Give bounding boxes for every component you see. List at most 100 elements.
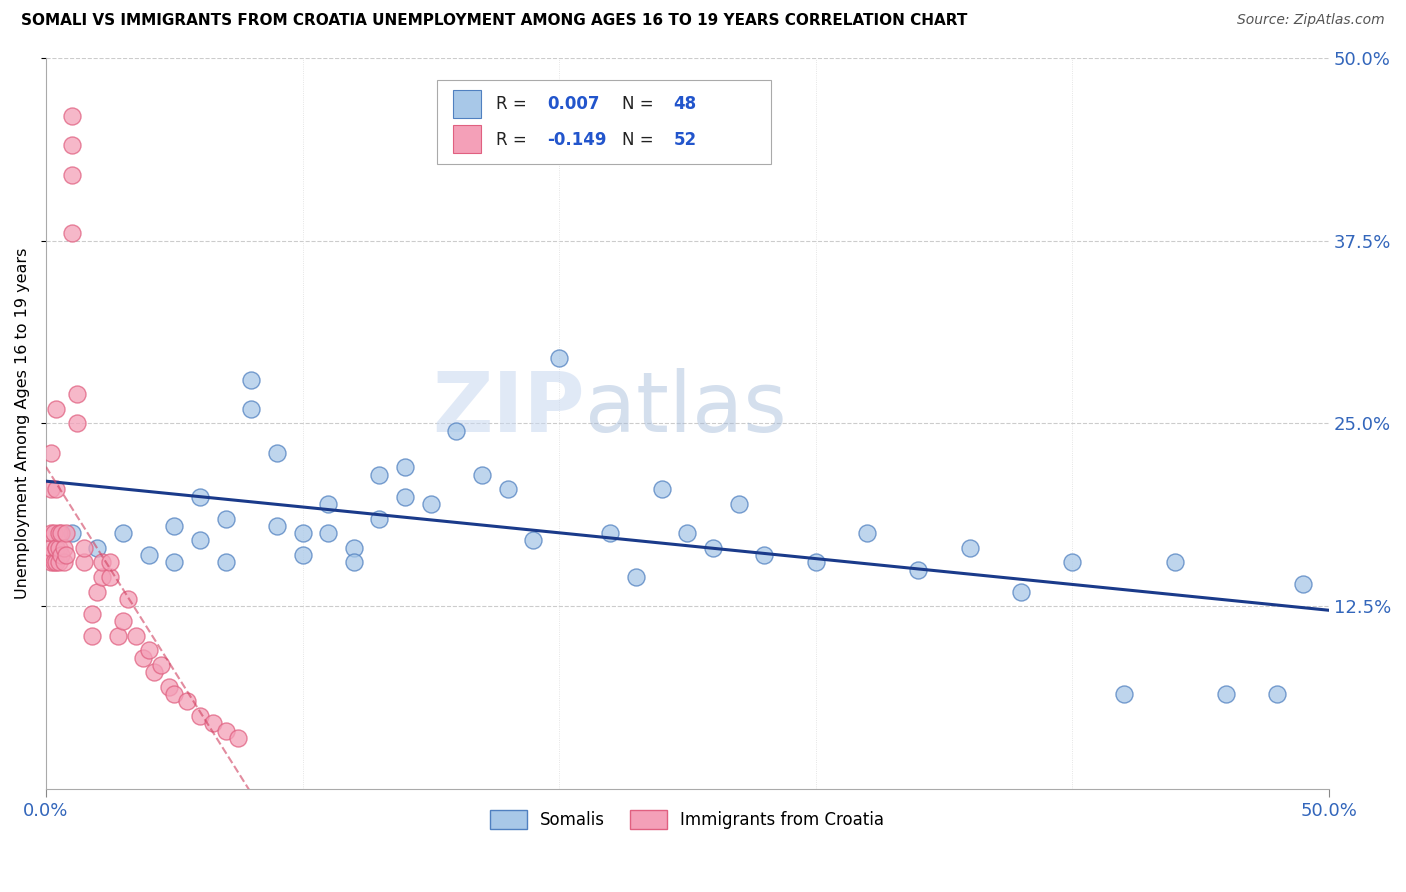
Point [157, 680, 180, 694]
Point [60, 109, 83, 123]
Point [45, 556, 67, 570]
Point [394, 460, 416, 475]
Point [1062, 556, 1084, 570]
Point [163, 556, 186, 570]
Point [39, 483, 62, 497]
Point [55, 526, 77, 541]
Point [91, 556, 114, 570]
Point [188, 490, 211, 504]
Point [117, 592, 139, 607]
Point [86, 541, 108, 555]
Point [45, 541, 67, 555]
Point [52, 556, 75, 570]
Point [138, 643, 160, 657]
Text: SOMALI VS IMMIGRANTS FROM CROATIA UNEMPLOYMENT AMONG AGES 16 TO 19 YEARS CORRELA: SOMALI VS IMMIGRANTS FROM CROATIA UNEMPL… [21, 13, 967, 29]
Point [125, 629, 148, 643]
Point [42, 556, 65, 570]
Text: R =: R = [496, 130, 533, 149]
Point [45, 541, 67, 555]
Point [240, 401, 263, 416]
Text: 52: 52 [673, 130, 696, 149]
Point [39, 526, 62, 541]
Point [98, 570, 121, 584]
Point [51, 526, 73, 541]
Point [39, 548, 62, 562]
Point [60, 168, 83, 182]
Point [316, 497, 339, 511]
Point [1112, 687, 1135, 701]
Point [651, 483, 673, 497]
Text: R =: R = [496, 95, 533, 113]
Text: 0.007: 0.007 [547, 95, 600, 113]
Point [60, 526, 83, 541]
Point [266, 446, 288, 460]
Point [471, 467, 494, 482]
Point [368, 511, 391, 525]
Point [214, 723, 236, 738]
Point [214, 511, 236, 525]
Point [907, 563, 929, 577]
Point [1215, 687, 1237, 701]
Point [48, 526, 70, 541]
Point [163, 687, 186, 701]
Point [624, 570, 647, 584]
Point [228, 731, 250, 745]
Text: ZIP: ZIP [432, 368, 585, 450]
Legend: Somalis, Immigrants from Croatia: Somalis, Immigrants from Croatia [484, 803, 891, 836]
Point [60, 138, 83, 153]
Point [48, 541, 70, 555]
Point [66, 387, 89, 401]
Point [60, 226, 83, 240]
Point [66, 417, 89, 431]
Point [368, 467, 391, 482]
Point [201, 716, 224, 731]
Point [804, 556, 827, 570]
Point [39, 446, 62, 460]
Point [138, 548, 160, 562]
Point [51, 548, 73, 562]
Point [316, 526, 339, 541]
Point [52, 541, 75, 555]
Point [132, 650, 155, 665]
Bar [453, 125, 481, 153]
Point [55, 548, 77, 562]
Text: N =: N = [621, 95, 659, 113]
Point [142, 665, 165, 680]
Point [1010, 584, 1032, 599]
Point [676, 526, 699, 541]
Point [82, 607, 104, 621]
Text: 48: 48 [673, 95, 696, 113]
Point [1164, 556, 1187, 570]
Point [343, 556, 366, 570]
Point [176, 694, 198, 708]
Text: Source: ZipAtlas.com: Source: ZipAtlas.com [1237, 13, 1385, 28]
Point [727, 497, 749, 511]
Point [98, 556, 121, 570]
FancyBboxPatch shape [437, 79, 770, 164]
Point [599, 526, 621, 541]
Point [39, 556, 62, 570]
Point [45, 401, 67, 416]
Text: -0.149: -0.149 [547, 130, 607, 149]
Point [214, 556, 236, 570]
Point [240, 373, 263, 387]
Y-axis label: Unemployment Among Ages 16 to 19 years: Unemployment Among Ages 16 to 19 years [15, 248, 30, 599]
Point [86, 584, 108, 599]
Point [266, 519, 288, 533]
Point [394, 490, 416, 504]
Point [42, 526, 65, 541]
Point [188, 533, 211, 548]
Point [419, 497, 441, 511]
Point [1292, 577, 1315, 591]
Point [39, 541, 62, 555]
Point [111, 614, 134, 628]
Point [959, 541, 981, 555]
Point [496, 483, 519, 497]
Point [111, 526, 134, 541]
Point [702, 541, 724, 555]
Point [150, 657, 173, 672]
Point [73, 556, 96, 570]
Point [291, 526, 314, 541]
Point [48, 556, 70, 570]
Point [82, 629, 104, 643]
